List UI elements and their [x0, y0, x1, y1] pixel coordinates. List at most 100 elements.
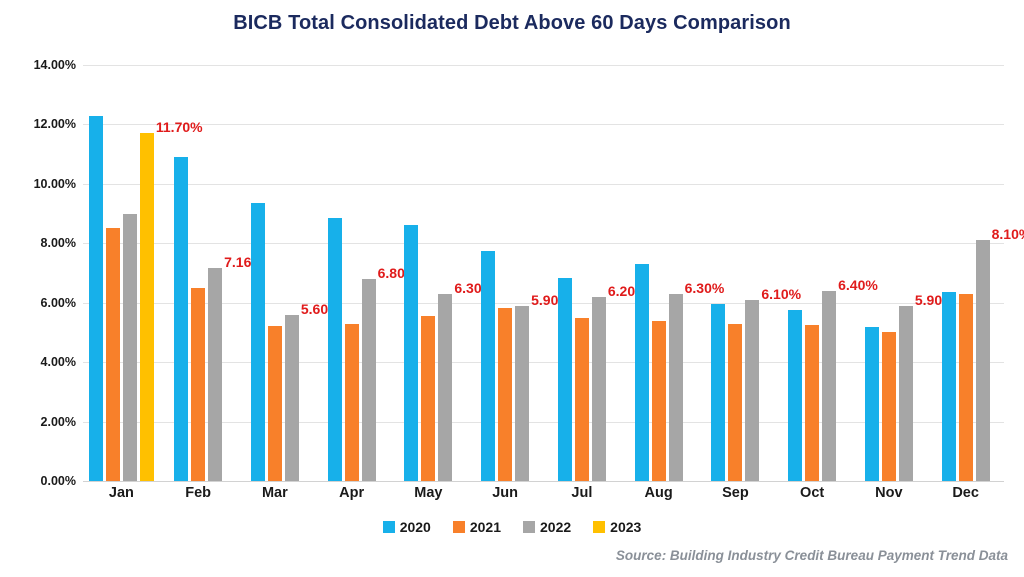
bar-group	[544, 65, 621, 481]
bar-2021-aug[interactable]	[651, 321, 666, 481]
bar-2022-apr[interactable]	[361, 278, 376, 481]
data-label: 8.10%	[991, 226, 1024, 243]
source-note: Source: Building Industry Credit Bureau …	[615, 548, 1008, 563]
legend-item-2022[interactable]: 2022	[523, 520, 571, 534]
gridline	[83, 302, 1004, 304]
bar-2022-mar[interactable]	[284, 314, 299, 481]
bar-2021-sep[interactable]	[728, 323, 743, 481]
bar-2022-dec[interactable]	[975, 240, 990, 481]
bar-2022-aug[interactable]	[668, 293, 683, 481]
bar-2022-sep[interactable]	[745, 299, 760, 481]
bar-2021-dec[interactable]	[958, 294, 973, 481]
bar-2021-jun[interactable]	[498, 308, 513, 481]
gridline	[83, 481, 1004, 482]
plot-area: 11.70% 7.16% 5.60% 6.80% 6.30% 5.90% 6.20% 6.30…	[83, 65, 1024, 482]
bar-2020-oct[interactable]	[788, 310, 803, 481]
x-axis-tick-oct: Oct	[800, 485, 825, 501]
bar-2020-mar[interactable]	[250, 203, 265, 481]
bar-2022-jul[interactable]	[591, 296, 606, 481]
legend-swatch-icon	[382, 521, 395, 533]
x-axis-tick-dec: Dec	[952, 485, 979, 501]
bar-2021-mar[interactable]	[267, 325, 282, 481]
bar-2023-jan[interactable]	[139, 133, 154, 481]
bar-2021-feb[interactable]	[191, 287, 206, 481]
bar-2020-aug[interactable]	[634, 264, 649, 481]
legend-label: 2023	[610, 519, 642, 535]
y-axis-tick-label: 12.00%	[33, 117, 76, 132]
data-label: 6.10%	[761, 285, 802, 302]
x-axis-tick-jul: Jul	[571, 485, 593, 501]
bar-2021-jul[interactable]	[574, 317, 589, 481]
x-axis-tick-may: May	[414, 485, 443, 501]
bar-2020-may[interactable]	[404, 225, 419, 481]
bar-2022-jan[interactable]	[122, 213, 137, 481]
bar-group	[313, 65, 390, 481]
x-axis-tick-mar: Mar	[261, 485, 288, 501]
bar-2022-may[interactable]	[438, 293, 453, 481]
gridline	[83, 243, 1004, 245]
bar-2021-apr[interactable]	[344, 324, 359, 481]
bar-group	[927, 65, 1004, 481]
bar-2022-feb[interactable]	[208, 268, 223, 481]
bar-group	[390, 65, 467, 481]
bar-2020-nov[interactable]	[864, 326, 879, 481]
gridline	[83, 124, 1004, 126]
y-axis-tick-label: 0.00%	[40, 474, 76, 488]
x-axis: Jan Feb Mar Apr May Jun Jul Aug Sep Oct Nov Dec	[83, 485, 1004, 509]
data-label: 6.30%	[684, 279, 725, 296]
bar-2020-jul[interactable]	[557, 278, 572, 481]
x-axis-tick-nov: Nov	[875, 485, 903, 501]
y-axis-tick-label: 10.00%	[33, 176, 76, 191]
y-axis-tick-label: 8.00%	[40, 236, 76, 251]
data-label: 6.40%	[838, 276, 878, 293]
legend-item-2021[interactable]: 2021	[452, 519, 501, 535]
bar-group	[620, 65, 697, 481]
bar-2020-sep[interactable]	[711, 304, 726, 481]
bar-group	[774, 65, 851, 481]
bar-group	[160, 65, 237, 481]
x-axis-tick-sep: Sep	[722, 485, 749, 501]
gridline	[83, 362, 1004, 364]
bar-2020-feb[interactable]	[174, 157, 189, 481]
bar-2021-jan[interactable]	[105, 228, 120, 481]
bar-2021-nov[interactable]	[881, 331, 896, 481]
gridline	[83, 65, 1004, 66]
gridline	[83, 183, 1004, 185]
x-axis-tick-jun: Jun	[492, 485, 519, 501]
y-axis: 0.00% 2.00% 4.00% 6.00% 8.00% 10.00% 12.00% 14.…	[0, 58, 76, 488]
legend-label: 2021	[469, 519, 501, 535]
bar-group	[83, 65, 160, 481]
y-axis-tick-label: 2.00%	[40, 414, 76, 429]
legend-label: 2022	[540, 519, 572, 535]
x-axis-tick-jan: Jan	[108, 485, 134, 501]
legend-swatch-icon	[593, 521, 606, 533]
data-label: 11.70%	[155, 119, 203, 136]
bar-group	[467, 65, 544, 481]
x-axis-tick-apr: Apr	[339, 485, 365, 501]
y-axis-tick-label: 4.00%	[40, 355, 76, 370]
bar-2022-oct[interactable]	[822, 290, 837, 481]
y-axis-tick-label: 14.00%	[33, 58, 76, 72]
bar-2022-nov[interactable]	[898, 305, 913, 481]
bar-group	[851, 65, 928, 481]
bar-group	[697, 65, 774, 481]
x-axis-tick-feb: Feb	[185, 485, 212, 501]
gridline	[83, 421, 1004, 423]
legend-item-2023[interactable]: 2023	[593, 520, 641, 534]
bar-2020-dec[interactable]	[941, 292, 956, 481]
x-axis-tick-aug: Aug	[644, 485, 673, 501]
legend-swatch-icon	[452, 521, 465, 533]
bar-2020-jun[interactable]	[481, 250, 496, 481]
bar-2020-jan[interactable]	[88, 115, 103, 481]
legend-label: 2020	[399, 519, 431, 535]
bar-2020-apr[interactable]	[327, 218, 342, 481]
legend: 2020 2021 2022 2023	[0, 520, 1024, 534]
page-title: BICB Total Consolidated Debt Above 60 Da…	[233, 12, 791, 34]
bar-2021-oct[interactable]	[805, 325, 820, 481]
bar-group	[237, 65, 314, 481]
legend-swatch-icon	[523, 521, 535, 533]
legend-item-2020[interactable]: 2020	[382, 519, 431, 535]
bar-2021-may[interactable]	[421, 315, 436, 481]
bar-2022-jun[interactable]	[515, 305, 530, 481]
